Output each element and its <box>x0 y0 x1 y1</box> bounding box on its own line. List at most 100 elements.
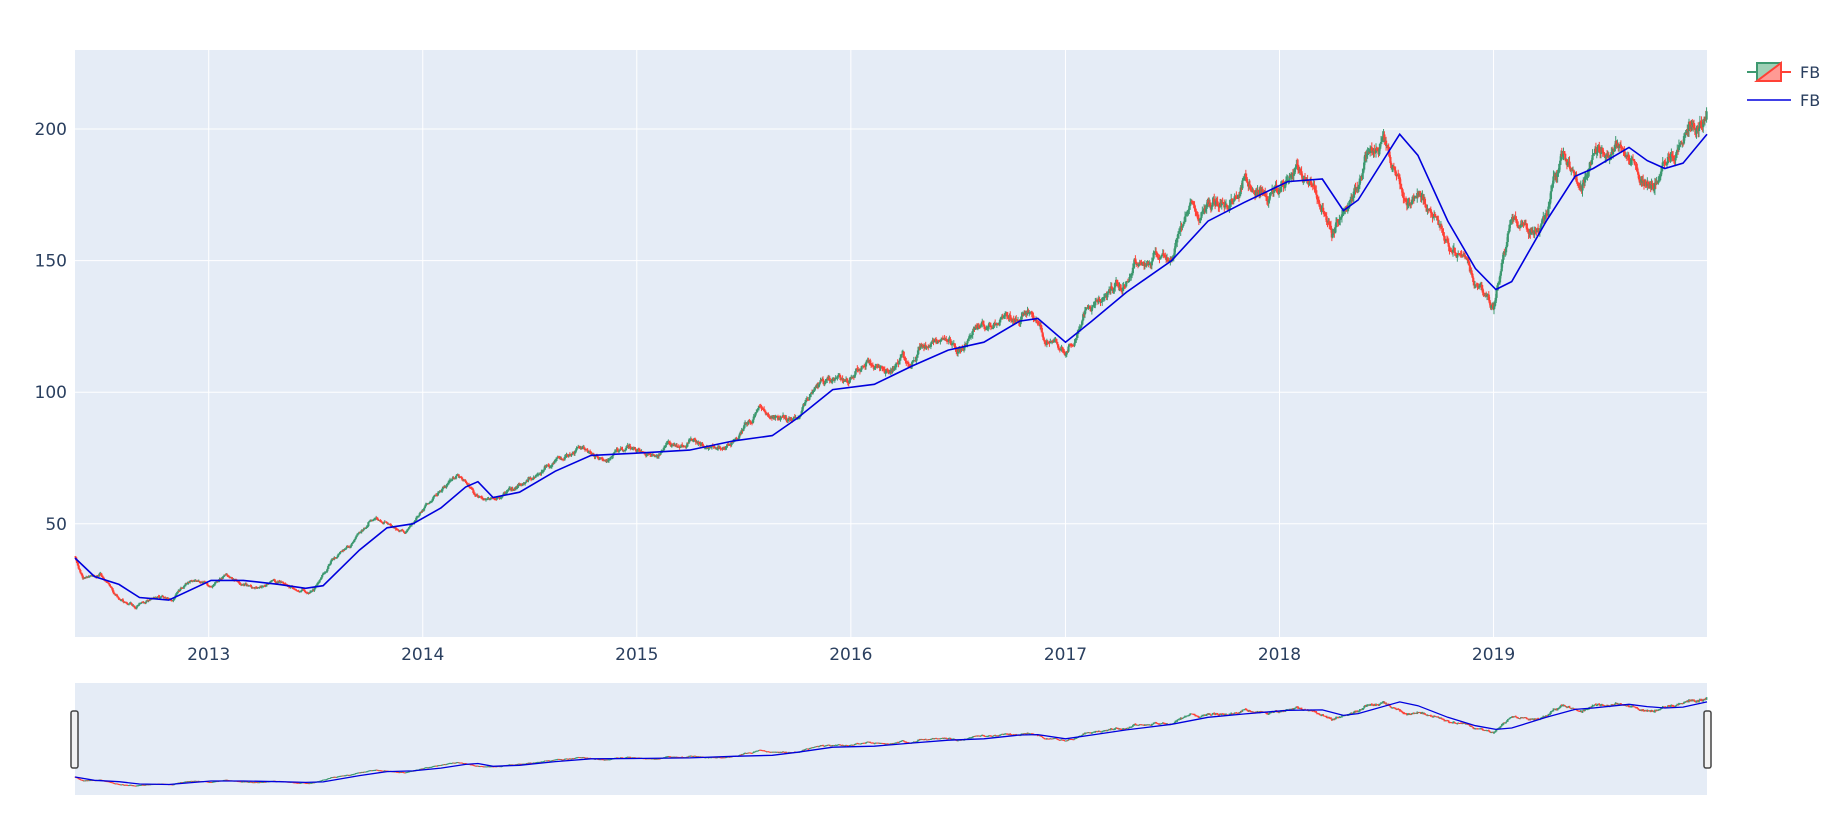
slider-candle-increasing <box>328 778 330 780</box>
slider-candle-increasing <box>981 734 984 737</box>
slider-candle-increasing <box>757 750 759 752</box>
candle-decreasing-body <box>616 449 619 451</box>
candle-decreasing-body <box>1443 235 1446 241</box>
candle-decreasing-body <box>887 370 890 372</box>
slider-candle-increasing <box>1008 733 1011 736</box>
candle-increasing-body <box>1512 218 1515 220</box>
slider-candle-increasing <box>1049 738 1052 740</box>
slider-candle-decreasing <box>892 742 895 744</box>
main-plot-area[interactable] <box>75 50 1707 637</box>
candle-increasing-body <box>1113 287 1116 291</box>
candle-decreasing-body <box>303 589 306 592</box>
slider-candle-increasing <box>632 757 634 759</box>
candle-increasing-body <box>1374 148 1378 153</box>
candle-increasing-body <box>911 361 914 366</box>
slider-candle-increasing <box>197 780 200 782</box>
slider-candle-decreasing <box>902 740 905 742</box>
candle-increasing-body <box>1593 153 1596 155</box>
candle-increasing-body <box>979 326 982 328</box>
candle-increasing-body <box>703 447 707 449</box>
y-tick-label: 150 <box>35 252 67 272</box>
slider-candle-increasing <box>722 757 724 759</box>
candle-increasing-body <box>353 540 356 542</box>
candle-decreasing-body <box>1301 175 1304 180</box>
slider-candle-decreasing <box>621 757 624 759</box>
slider-candle-increasing <box>901 740 903 742</box>
slider-candle-decreasing <box>920 738 923 740</box>
candle-increasing-body <box>1588 161 1592 169</box>
slider-candle-increasing <box>534 762 537 764</box>
candle-increasing-body <box>1188 205 1191 210</box>
candle-decreasing-body <box>1392 166 1395 169</box>
slider-candle-increasing <box>478 765 481 767</box>
candle-decreasing-body <box>785 417 788 420</box>
slider-candle-increasing <box>692 755 695 757</box>
candle-decreasing-body <box>1398 177 1402 185</box>
candle-decreasing-body <box>1030 311 1033 315</box>
slider-candle-decreasing <box>863 742 866 744</box>
slider-candle-increasing <box>855 743 858 745</box>
slider-candle-increasing <box>788 751 790 753</box>
slider-candle-increasing <box>446 763 449 765</box>
candle-decreasing-body <box>845 379 849 382</box>
slider-candle-decreasing <box>117 783 120 785</box>
candle-decreasing-body <box>643 453 647 455</box>
slider-candle-decreasing <box>602 759 604 761</box>
candle-increasing-body <box>1497 282 1500 286</box>
slider-candle-increasing <box>509 764 511 766</box>
slider-candle-decreasing <box>1031 733 1034 735</box>
range-slider-area[interactable] <box>75 683 1707 795</box>
slider-candle-increasing <box>747 752 750 754</box>
slider-candle-increasing <box>802 749 805 751</box>
candle-increasing-body <box>625 446 628 449</box>
candle-decreasing-body <box>198 580 201 583</box>
slider-candle-decreasing <box>476 765 479 767</box>
candle-increasing-body <box>753 415 756 417</box>
slider-candle-increasing <box>541 761 544 763</box>
candle-increasing-body <box>835 377 838 379</box>
candle-decreasing-body <box>1057 347 1061 350</box>
slider-candle-decreasing <box>108 781 110 783</box>
candle-decreasing-body <box>1316 194 1319 200</box>
candle-decreasing-body <box>635 449 638 451</box>
candle-decreasing-body <box>100 573 103 576</box>
slider-candle-increasing <box>209 781 211 783</box>
candle-increasing-body <box>1705 111 1708 120</box>
candle-decreasing-body <box>846 381 849 384</box>
slider-candle-decreasing <box>783 752 786 754</box>
slider-candle-increasing <box>372 770 375 772</box>
slider-candle-increasing <box>483 766 486 768</box>
slider-candle-increasing <box>327 778 330 780</box>
slider-candle-increasing <box>571 758 574 760</box>
slider-candle-increasing <box>360 772 362 774</box>
x-tick-label: 2017 <box>1044 645 1087 665</box>
candle-decreasing-body <box>1441 228 1444 233</box>
candle-increasing-body <box>1100 301 1103 303</box>
candle-increasing-body <box>1498 275 1502 283</box>
slider-candle-increasing <box>455 762 457 764</box>
candle-increasing-body <box>1346 207 1349 211</box>
candle-increasing-body <box>350 543 353 546</box>
candle-decreasing-body <box>1451 251 1454 253</box>
candle-decreasing-body <box>1403 198 1406 200</box>
candle-increasing-body <box>998 322 1001 325</box>
candle-increasing-body <box>1366 153 1369 155</box>
candle-increasing-body <box>666 442 669 444</box>
candle-decreasing-body <box>1318 203 1321 207</box>
candle-increasing-body <box>965 343 968 345</box>
candle-decreasing-body <box>81 575 84 579</box>
slider-candle-decreasing <box>488 766 491 768</box>
candle-increasing-body <box>1159 257 1162 260</box>
slider-candle-decreasing <box>349 774 351 776</box>
candle-decreasing-body <box>1424 204 1427 208</box>
candle-increasing-body <box>1352 191 1355 198</box>
candle-decreasing-body <box>381 521 384 523</box>
candle-increasing-body <box>722 447 725 450</box>
candle-increasing-body <box>176 591 179 594</box>
slider-candle-decreasing <box>859 743 861 745</box>
slider-candle-increasing <box>1021 733 1024 735</box>
candle-increasing-body <box>686 442 689 447</box>
candle-decreasing-body <box>729 444 732 446</box>
moving-average-line <box>74 132 1708 601</box>
candle-increasing-body <box>1073 342 1076 346</box>
